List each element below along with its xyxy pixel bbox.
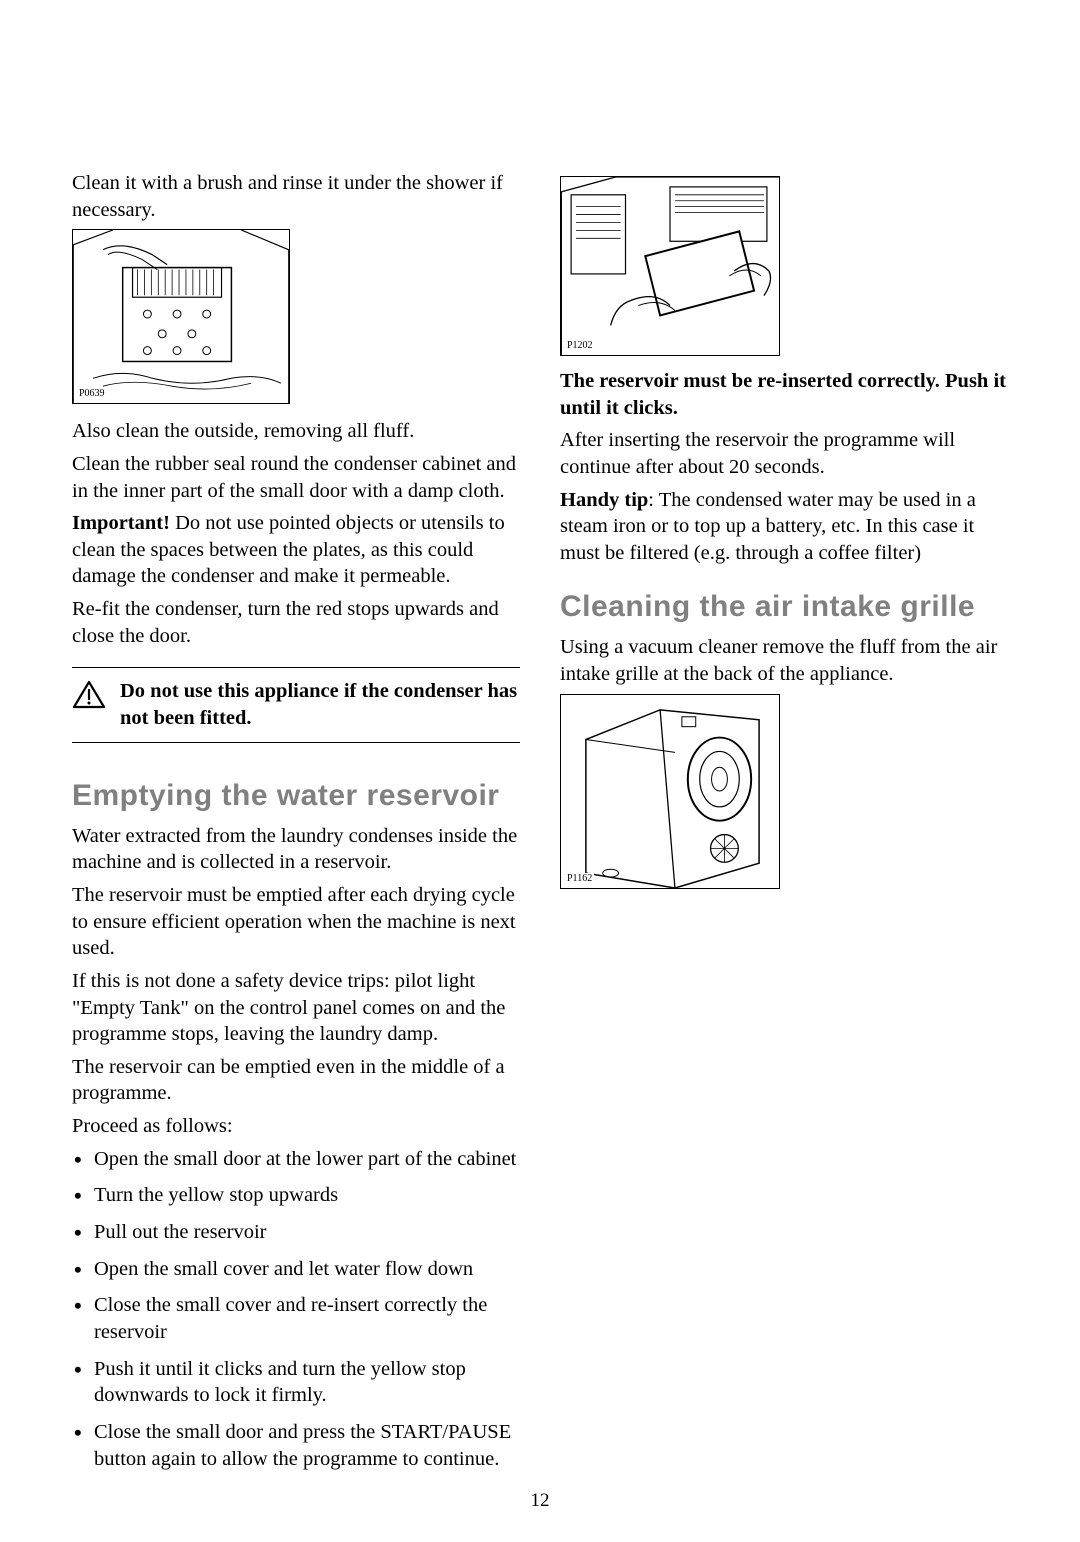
- para-clean-outside: Also clean the outside, removing all flu…: [72, 418, 520, 445]
- heading-emptying-reservoir: Emptying the water reservoir: [72, 779, 520, 813]
- condenser-illustration: [73, 230, 289, 403]
- para-vacuum-cleaner: Using a vacuum cleaner remove the fluff …: [560, 634, 1008, 687]
- para-refit: Re-fit the condenser, turn the red stops…: [72, 596, 520, 649]
- para-safety-device: If this is not done a safety device trip…: [72, 968, 520, 1048]
- list-item: Turn the yellow stop upwards: [72, 1182, 520, 1209]
- procedure-list: Open the small door at the lower part of…: [72, 1146, 520, 1472]
- list-item: Pull out the reservoir: [72, 1219, 520, 1246]
- figure-label-2: P1202: [565, 340, 595, 351]
- para-water-extracted: Water extracted from the laundry condens…: [72, 823, 520, 876]
- two-column-layout: Clean it with a brush and rinse it under…: [72, 170, 1008, 1482]
- warning-box: Do not use this appliance if the condens…: [72, 667, 520, 742]
- para-after-inserting: After inserting the reservoir the progra…: [560, 427, 1008, 480]
- bold-reinsert-text: The reservoir must be re-inserted correc…: [560, 368, 1008, 421]
- heading-air-intake-grille: Cleaning the air intake grille: [560, 590, 1008, 624]
- figure-reservoir-removal: P1202: [560, 176, 780, 356]
- left-column: Clean it with a brush and rinse it under…: [72, 170, 520, 1482]
- para-handy-tip: Handy tip: The condensed water may be us…: [560, 487, 1008, 567]
- figure-condenser-cleaning: P0639: [72, 229, 290, 404]
- appliance-back-illustration: [561, 695, 779, 888]
- figure-label-3: P1162: [565, 873, 594, 884]
- para-middle-programme: The reservoir can be emptied even in the…: [72, 1054, 520, 1107]
- list-item: Close the small cover and re-insert corr…: [72, 1292, 520, 1345]
- reservoir-illustration: [561, 177, 779, 355]
- intro-paragraph: Clean it with a brush and rinse it under…: [72, 170, 520, 223]
- para-important: Important! Do not use pointed objects or…: [72, 510, 520, 590]
- para-rubber-seal: Clean the rubber seal round the condense…: [72, 451, 520, 504]
- important-label: Important!: [72, 512, 175, 534]
- list-item: Close the small door and press the START…: [72, 1419, 520, 1472]
- para-proceed: Proceed as follows:: [72, 1113, 520, 1140]
- list-item: Open the small door at the lower part of…: [72, 1146, 520, 1173]
- para-must-be-emptied: The reservoir must be emptied after each…: [72, 882, 520, 962]
- right-column: P1202 The reservoir must be re-inserted …: [560, 170, 1008, 1482]
- figure-label-1: P0639: [77, 388, 107, 399]
- list-item: Push it until it clicks and turn the yel…: [72, 1356, 520, 1409]
- page-number: 12: [531, 1490, 550, 1512]
- handy-tip-label: Handy tip: [560, 489, 648, 511]
- list-item: Open the small cover and let water flow …: [72, 1256, 520, 1283]
- warning-text: Do not use this appliance if the condens…: [120, 678, 520, 731]
- figure-air-intake-grille: P1162: [560, 694, 780, 889]
- warning-triangle-icon: [72, 680, 106, 715]
